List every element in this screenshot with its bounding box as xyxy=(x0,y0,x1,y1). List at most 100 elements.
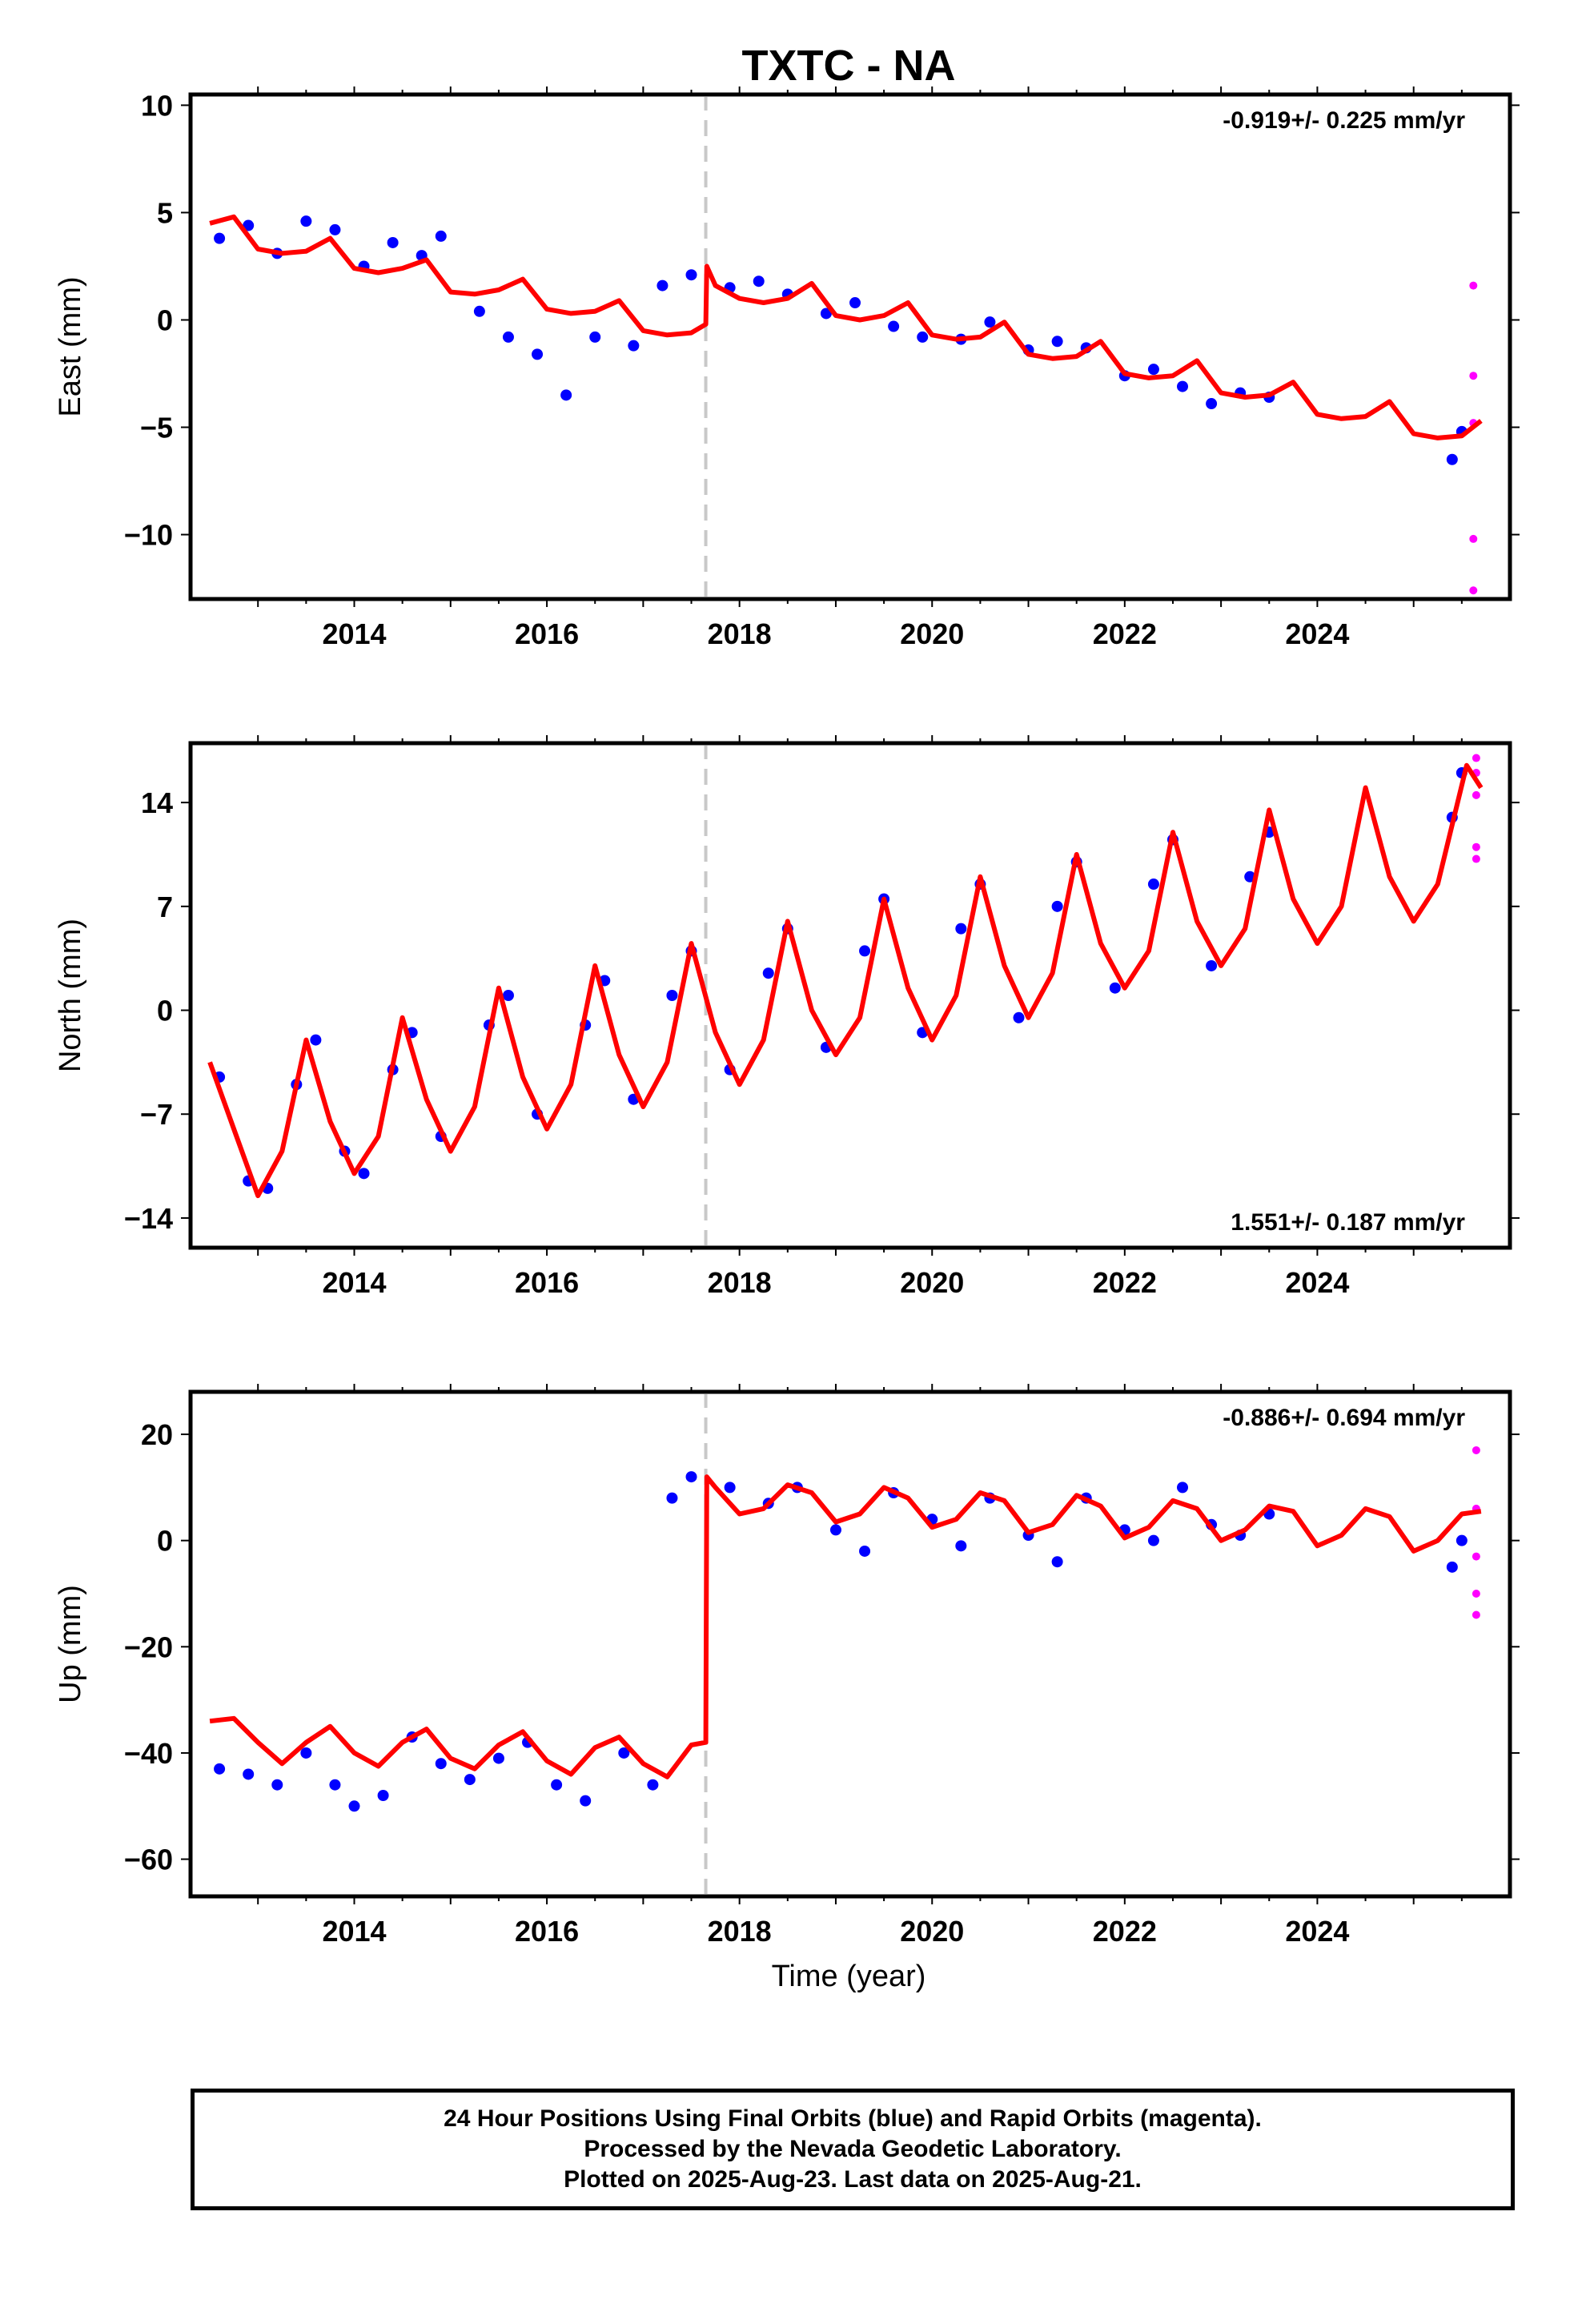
rapid-orbit-point xyxy=(1469,534,1478,543)
final-orbit-point xyxy=(435,1758,447,1770)
final-orbit-point xyxy=(1206,959,1218,971)
final-orbit-point xyxy=(387,236,399,248)
rapid-orbit-point xyxy=(1472,1610,1480,1619)
x-tick-label: 2022 xyxy=(1093,1915,1157,1948)
y-tick-label: −7 xyxy=(140,1098,173,1131)
final-orbit-point xyxy=(1206,398,1218,410)
final-orbit-point xyxy=(1177,1482,1189,1494)
y-tick-label: 0 xyxy=(157,995,173,1027)
footer-line-processed: Processed by the Nevada Geodetic Laborat… xyxy=(584,2136,1122,2162)
rapid-orbit-point xyxy=(1469,586,1478,595)
x-tick-label: 2018 xyxy=(708,1266,772,1299)
y-tick-label: 0 xyxy=(157,304,173,336)
footer-line-orbits: 24 Hour Positions Using Final Orbits (bl… xyxy=(444,2105,1262,2132)
final-orbit-point xyxy=(859,1545,871,1557)
y-tick-label: −60 xyxy=(124,1844,173,1876)
final-orbit-point xyxy=(377,1790,389,1801)
x-tick-label: 2016 xyxy=(515,1266,579,1299)
panel-frame-north xyxy=(188,741,1512,1250)
final-orbit-point xyxy=(243,1768,255,1780)
final-orbit-point xyxy=(762,967,774,979)
final-orbit-point xyxy=(532,348,544,360)
final-orbit-point xyxy=(1051,336,1063,348)
final-orbit-point xyxy=(1013,1011,1025,1023)
x-tick-label: 2020 xyxy=(900,1266,964,1299)
final-orbit-point xyxy=(820,308,832,320)
y-tick-label: 20 xyxy=(141,1418,173,1451)
final-orbit-point xyxy=(551,1779,563,1791)
footer-info-box: 24 Hour Positions Using Final Orbits (bl… xyxy=(191,2089,1515,2210)
final-orbit-point xyxy=(955,1540,967,1552)
y-tick-label: 14 xyxy=(141,786,173,819)
rapid-orbit-point xyxy=(1472,854,1480,863)
final-orbit-point xyxy=(348,1800,360,1812)
footer-line-plotted: Plotted on 2025-Aug-23. Last data on 202… xyxy=(564,2166,1142,2193)
x-tick-label: 2018 xyxy=(708,617,772,650)
final-orbit-point xyxy=(1147,364,1159,376)
rapid-orbit-point xyxy=(1472,1590,1480,1598)
final-orbit-point xyxy=(647,1779,659,1791)
rapid-orbit-point xyxy=(1472,790,1480,799)
x-tick-label: 2024 xyxy=(1285,617,1349,650)
final-orbit-point xyxy=(1147,879,1159,891)
panel-east: 2014 2016 2018 2020 2022 2024 −10 −5 0 5 10 East (m… xyxy=(54,86,1520,650)
final-orbit-point xyxy=(1446,453,1458,465)
final-orbit-point xyxy=(829,1524,841,1536)
x-tick-label: 2014 xyxy=(322,617,386,650)
final-orbit-point xyxy=(753,275,765,287)
panel-data-up xyxy=(209,1394,1482,1894)
rate-label-north: 1.551+/- 0.187 mm/yr xyxy=(1231,1209,1465,1236)
final-orbit-point xyxy=(580,1795,592,1807)
final-orbit-point xyxy=(1109,982,1121,994)
y-tick-label: 7 xyxy=(157,891,173,923)
y-tick-label: −40 xyxy=(124,1737,173,1770)
panel-frame-east xyxy=(188,92,1512,601)
final-orbit-point xyxy=(656,279,669,292)
model-fit-line xyxy=(207,762,1484,1199)
final-orbit-point xyxy=(435,230,447,242)
final-orbit-point xyxy=(329,1779,341,1791)
final-orbit-point xyxy=(464,1774,476,1786)
final-orbit-point xyxy=(502,990,514,1001)
model-fit-line xyxy=(209,214,1483,440)
y-tick-label: −10 xyxy=(124,519,173,552)
rapid-orbit-point xyxy=(1469,281,1478,290)
chart-title: TXTC - NA xyxy=(742,42,956,90)
final-orbit-point xyxy=(243,219,255,231)
rapid-orbit-point xyxy=(1472,1445,1480,1454)
final-orbit-point xyxy=(310,1034,322,1046)
y-axis-title-north: North (mm) xyxy=(54,919,87,1072)
final-orbit-point xyxy=(214,232,226,244)
y-axis-title-east: East (mm) xyxy=(54,276,87,416)
final-orbit-point xyxy=(300,215,312,227)
rate-label-up: -0.886+/- 0.694 mm/yr xyxy=(1223,1405,1465,1431)
final-orbit-point xyxy=(358,1168,370,1180)
final-orbit-point xyxy=(560,389,572,401)
final-orbit-point xyxy=(214,1763,226,1775)
final-orbit-point xyxy=(724,1482,736,1494)
final-orbit-point xyxy=(666,1492,678,1504)
final-orbit-point xyxy=(685,1471,697,1483)
y-tick-label: 10 xyxy=(141,89,173,122)
final-orbit-point xyxy=(849,297,861,309)
rate-label-east: -0.919+/- 0.225 mm/yr xyxy=(1223,107,1465,134)
panel-frame-up xyxy=(188,1389,1512,1899)
final-orbit-point xyxy=(888,320,900,332)
panel-north: 2014 2016 2018 2020 2022 2024 −14 −7 0 7 14 North (… xyxy=(54,735,1520,1299)
y-tick-label: 5 xyxy=(157,196,173,229)
y-axis-title-up: Up (mm) xyxy=(54,1585,87,1703)
final-orbit-point xyxy=(1051,1556,1063,1568)
panel-data-east xyxy=(209,97,1483,597)
x-axis-title: Time (year) xyxy=(772,1960,926,1993)
x-tick-label: 2018 xyxy=(708,1915,772,1948)
final-orbit-point xyxy=(300,1747,312,1759)
rapid-orbit-point xyxy=(1469,372,1478,380)
final-orbit-point xyxy=(666,990,678,1001)
x-tick-label: 2016 xyxy=(515,1915,579,1948)
y-tick-label: −5 xyxy=(140,412,173,444)
final-orbit-point xyxy=(917,331,929,343)
y-tick-label: −20 xyxy=(124,1630,173,1663)
x-tick-label: 2014 xyxy=(322,1915,386,1948)
y-tick-label: 0 xyxy=(157,1525,173,1558)
x-tick-label: 2020 xyxy=(900,1915,964,1948)
